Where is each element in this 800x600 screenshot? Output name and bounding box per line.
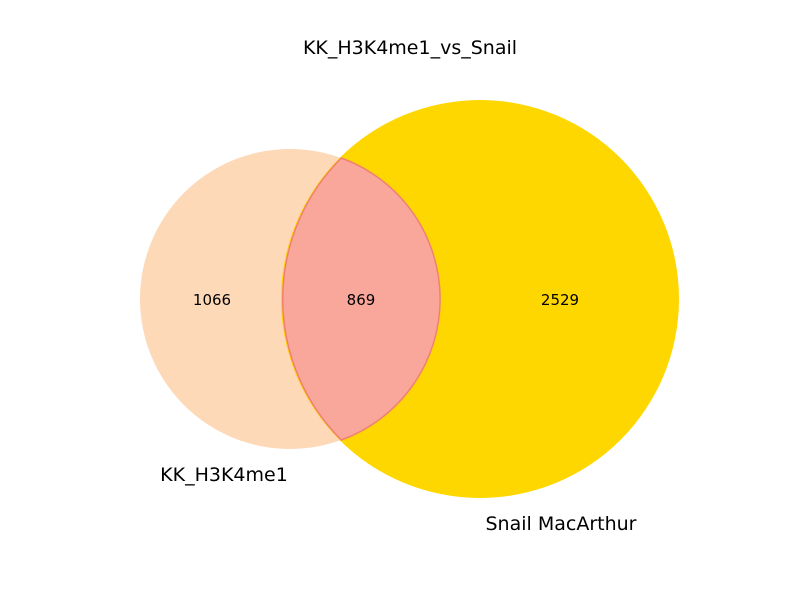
intersection-region: [282, 157, 441, 441]
set-a-only-count: 1066: [193, 291, 231, 309]
set-b-label: Snail MacArthur: [486, 513, 637, 535]
set-a-label: KK_H3K4me1: [160, 464, 288, 486]
set-b-only-count: 2529: [541, 291, 579, 309]
intersection-count: 869: [347, 291, 376, 309]
chart-title: KK_H3K4me1_vs_Snail: [303, 37, 517, 59]
